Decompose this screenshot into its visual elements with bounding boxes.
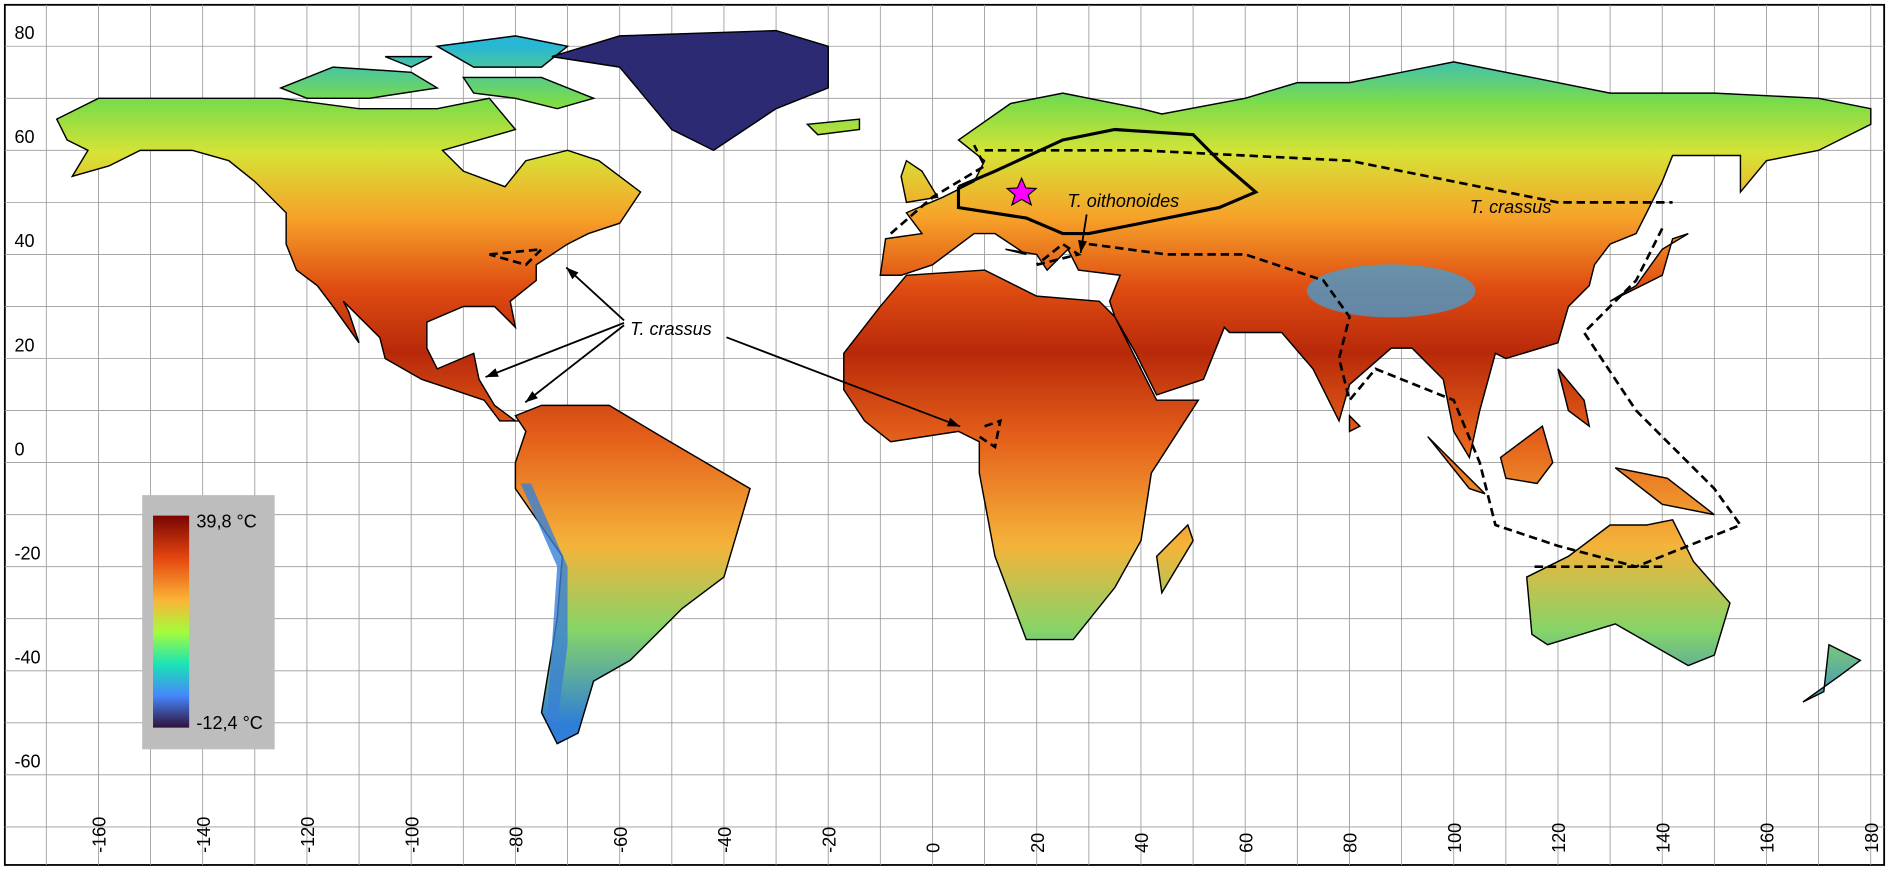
x-tick-label: -20 bbox=[819, 827, 839, 853]
color-bar bbox=[153, 515, 190, 728]
range-dashed bbox=[978, 418, 1003, 450]
x-tick-label: -100 bbox=[402, 817, 422, 853]
x-tick-label: 120 bbox=[1549, 823, 1569, 853]
legend: 39,8 °C -12,4 °C bbox=[142, 495, 275, 750]
x-tick-label: 160 bbox=[1758, 823, 1778, 853]
range-dashed bbox=[984, 149, 1673, 204]
land bbox=[879, 61, 1872, 460]
range-solid bbox=[956, 127, 1259, 236]
land bbox=[278, 66, 440, 100]
andes-cold bbox=[520, 483, 568, 723]
greenland bbox=[551, 29, 829, 152]
arrow-head bbox=[485, 368, 499, 378]
range-dashed bbox=[889, 144, 987, 235]
annotation-arrow bbox=[726, 336, 961, 428]
plateau-cold bbox=[1306, 264, 1476, 318]
arrow-head bbox=[946, 417, 961, 427]
land bbox=[843, 269, 1200, 641]
range-dashed bbox=[1035, 242, 1082, 267]
annotation: T. crassus bbox=[630, 319, 712, 339]
land bbox=[384, 55, 433, 68]
type-locality-star bbox=[1005, 176, 1038, 207]
legend-max: 39,8 °C bbox=[196, 512, 256, 532]
arrow-head bbox=[1078, 239, 1088, 253]
annotation: T. oithonoides bbox=[1067, 191, 1179, 211]
land bbox=[1499, 425, 1554, 485]
y-tick-label: -60 bbox=[14, 752, 40, 772]
x-tick-label: 80 bbox=[1341, 833, 1361, 853]
range-layer bbox=[489, 127, 1743, 569]
x-tick-label: 0 bbox=[924, 843, 944, 853]
x-tick-label: -120 bbox=[298, 817, 318, 853]
x-tick-label: -140 bbox=[194, 817, 214, 853]
x-tick-label: -160 bbox=[90, 817, 110, 853]
land bbox=[462, 76, 596, 110]
annotation: T. crassus bbox=[1470, 197, 1552, 217]
land bbox=[1525, 519, 1731, 667]
x-tick-label: 60 bbox=[1236, 833, 1256, 853]
x-tick-label: 180 bbox=[1862, 823, 1882, 853]
legend-min: -12,4 °C bbox=[196, 713, 262, 733]
land bbox=[1155, 523, 1194, 595]
x-tick-label: -80 bbox=[507, 827, 527, 853]
x-tick-label: -40 bbox=[715, 827, 735, 853]
y-tick-label: 0 bbox=[14, 439, 24, 459]
y-tick-label: -20 bbox=[14, 543, 40, 563]
range-dashed bbox=[1088, 227, 1743, 569]
arrow-head bbox=[525, 391, 538, 403]
land bbox=[1557, 368, 1591, 428]
y-tick-label: 40 bbox=[14, 231, 34, 251]
y-tick-label: 80 bbox=[14, 23, 34, 43]
annotation-arrow bbox=[485, 322, 625, 378]
land bbox=[1348, 413, 1362, 433]
annotation-arrow bbox=[524, 324, 625, 404]
land bbox=[1802, 643, 1862, 703]
land bbox=[1614, 467, 1715, 516]
y-tick-label: 60 bbox=[14, 127, 34, 147]
annotation-arrow bbox=[565, 266, 625, 322]
label-layer: -160 -140 -120 -100 -80 -60 -40 -20 0 20 40 60 80 100… bbox=[14, 23, 1881, 853]
x-tick-label: 20 bbox=[1028, 833, 1048, 853]
land bbox=[1609, 232, 1689, 302]
arrow-head bbox=[566, 267, 579, 280]
x-tick-label: 40 bbox=[1132, 833, 1152, 853]
y-tick-label: -40 bbox=[14, 648, 40, 668]
x-tick-label: 100 bbox=[1445, 823, 1465, 853]
x-tick-label: 140 bbox=[1653, 823, 1673, 853]
land bbox=[805, 118, 861, 136]
land-layer bbox=[55, 29, 1872, 745]
land bbox=[1427, 436, 1486, 495]
x-tick-label: -60 bbox=[611, 827, 631, 853]
land bbox=[55, 97, 642, 422]
land bbox=[514, 404, 751, 745]
range-dashed bbox=[489, 247, 546, 267]
y-tick-label: 20 bbox=[14, 335, 34, 355]
